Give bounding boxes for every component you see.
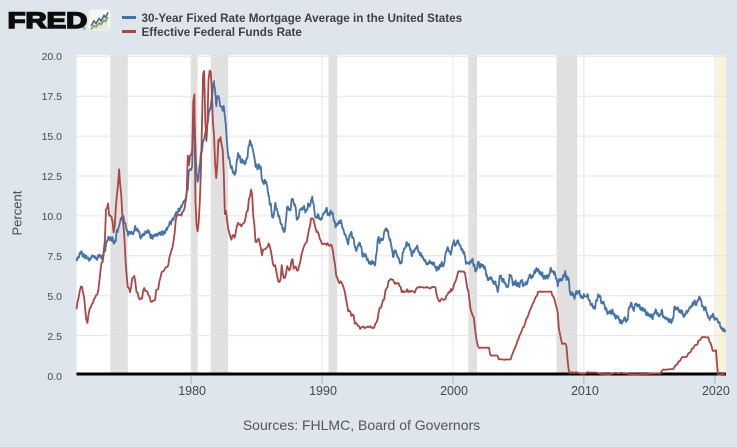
- svg-text:FRED: FRED: [8, 9, 87, 33]
- svg-text:®: ®: [83, 26, 87, 31]
